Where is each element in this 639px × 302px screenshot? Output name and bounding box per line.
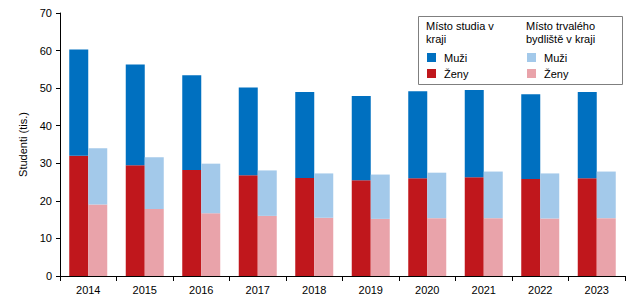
svg-text:0: 0 (46, 270, 52, 282)
svg-text:Místo studia v: Místo studia v (426, 20, 497, 32)
svg-text:2021: 2021 (472, 284, 496, 296)
svg-text:Studenti (tis.): Studenti (tis.) (17, 112, 29, 177)
svg-text:Muži: Muži (444, 52, 467, 64)
svg-text:2015: 2015 (133, 284, 157, 296)
svg-text:Ženy: Ženy (544, 68, 569, 80)
svg-text:2017: 2017 (246, 284, 270, 296)
svg-text:Muži: Muži (544, 52, 567, 64)
svg-text:60: 60 (40, 45, 52, 57)
svg-text:70: 70 (40, 7, 52, 19)
svg-text:40: 40 (40, 120, 52, 132)
svg-text:2023: 2023 (585, 284, 609, 296)
svg-text:2019: 2019 (359, 284, 383, 296)
svg-text:20: 20 (40, 195, 52, 207)
svg-text:Ženy: Ženy (444, 68, 469, 80)
svg-text:10: 10 (40, 232, 52, 244)
svg-text:2018: 2018 (302, 284, 326, 296)
svg-text:2022: 2022 (528, 284, 552, 296)
svg-text:2016: 2016 (189, 284, 213, 296)
svg-text:Místo trvalého: Místo trvalého (526, 20, 598, 32)
svg-text:kraji: kraji (426, 33, 446, 45)
svg-text:50: 50 (40, 82, 52, 94)
svg-text:30: 30 (40, 157, 52, 169)
svg-text:2014: 2014 (76, 284, 100, 296)
svg-text:2020: 2020 (415, 284, 439, 296)
svg-text:bydliště v kraji: bydliště v kraji (526, 33, 595, 45)
